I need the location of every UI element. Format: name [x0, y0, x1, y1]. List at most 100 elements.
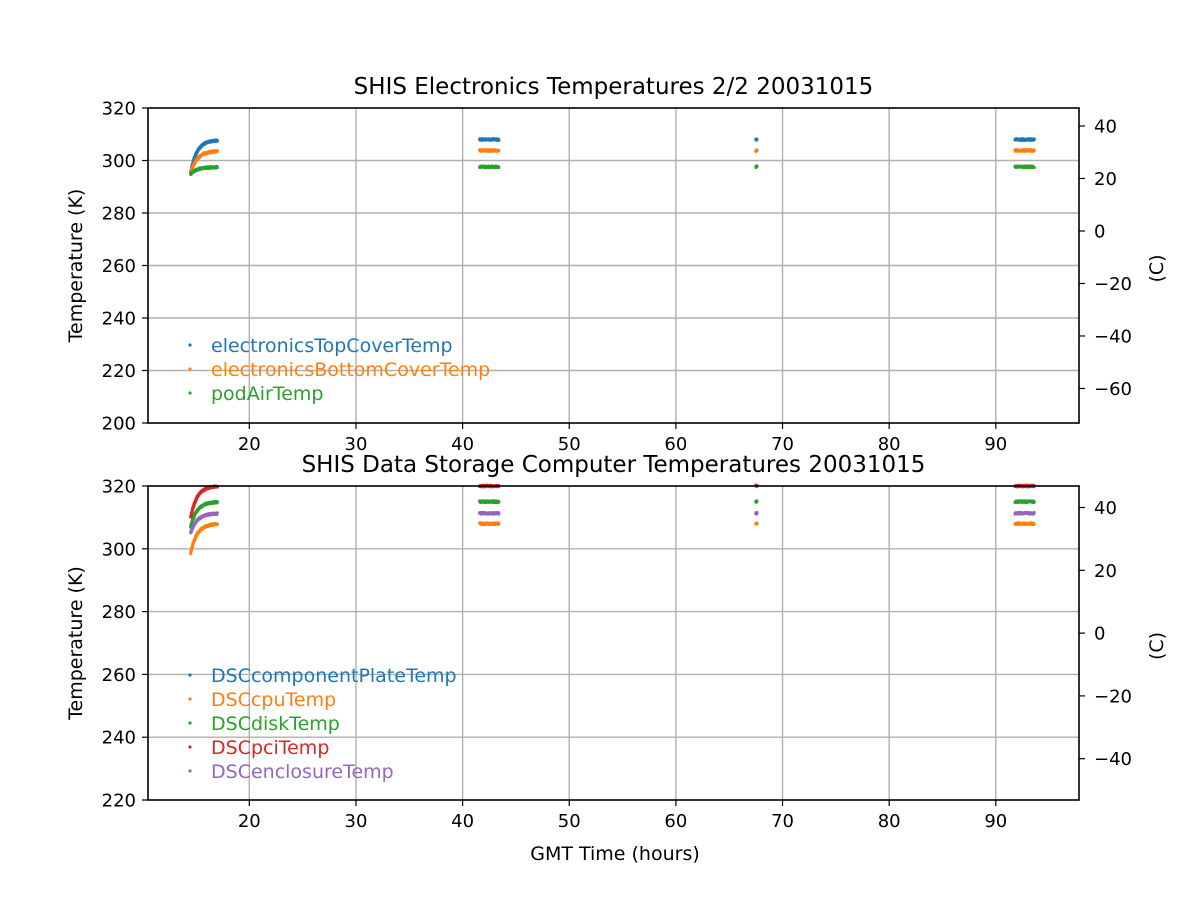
legend-label-ds-cdisk-temp: DSCdiskTemp	[211, 713, 340, 735]
legend-marker	[188, 391, 192, 395]
x-tick-label: 30	[345, 811, 368, 832]
data-point	[755, 499, 759, 503]
data-point	[497, 500, 501, 504]
data-point	[755, 148, 759, 153]
legend-label-ds-cenclosure-temp: DSCenclosureTemp	[211, 761, 394, 783]
legend-marker	[188, 343, 192, 347]
data-point	[1032, 148, 1036, 153]
data-point	[215, 522, 219, 526]
data-point	[215, 511, 219, 515]
x-tick-label: 50	[558, 434, 581, 455]
data-point	[497, 522, 501, 526]
data-point	[1032, 522, 1036, 526]
dsc-temperature-panel: 20 30 40 50 60 70 80 90 220 240 260 280 300 320 40 20 0 −…	[65, 452, 1168, 832]
axes-frame	[147, 485, 1080, 801]
y-tick-label: 280	[102, 204, 136, 225]
legend-marker	[188, 367, 192, 371]
x-tick-label: 50	[558, 811, 581, 832]
y-tick-label: 260	[102, 256, 136, 277]
legend-marker	[188, 769, 192, 773]
legend-label-electronics-bottom-cover-temp: electronicsBottomCoverTemp	[211, 359, 490, 381]
x-tick-label: 20	[238, 434, 261, 455]
data-point	[215, 139, 219, 143]
data-point	[1032, 165, 1036, 170]
x-tick-label: 20	[238, 811, 261, 832]
y2-tick-label: 40	[1094, 116, 1117, 137]
chart-title: SHIS Data Storage Computer Temperatures …	[302, 452, 926, 478]
electronics-temperature-panel: 20 30 40 50 60 70 80 90200220240260280300320402…	[65, 74, 1168, 455]
x-tick-label: 70	[771, 811, 794, 832]
data-point	[497, 512, 501, 516]
x-tick-label: 30	[345, 434, 368, 455]
y-tick-label: 320	[102, 477, 136, 498]
data-point	[1032, 511, 1036, 515]
data-point	[755, 164, 759, 168]
x-tick-label: 60	[664, 811, 687, 832]
y-tick-label: 300	[102, 151, 136, 172]
data-point	[215, 149, 219, 153]
chart-title: SHIS Electronics Temperatures 2/2 200310…	[354, 74, 874, 100]
legend: DSCcomponentPlateTempDSCcpuTempDSCdiskTe…	[188, 665, 457, 783]
y-tick-label: 220	[102, 791, 136, 812]
data-point	[497, 149, 501, 153]
legend-marker	[188, 721, 192, 725]
y-tick-label: 240	[102, 728, 136, 749]
y2-tick-label: −40	[1094, 326, 1132, 347]
y-tick-label: 300	[102, 539, 136, 560]
data-point	[497, 138, 501, 142]
series-ds-cdisk-temp	[189, 499, 1036, 529]
data-point	[755, 522, 759, 526]
y-axis-label: Temperature (K)	[65, 566, 87, 721]
data-point	[1032, 500, 1036, 504]
y2-tick-label: 20	[1094, 561, 1117, 582]
x-tick-label: 60	[664, 434, 687, 455]
legend-marker	[188, 673, 192, 677]
series-ds-ccpu-temp	[189, 521, 1036, 556]
series-pod-air-temp	[189, 164, 1036, 176]
x-tick-label: 90	[984, 434, 1007, 455]
data-point	[1032, 137, 1036, 141]
data-points	[189, 137, 1036, 176]
series-electronics-bottom-cover-temp	[189, 148, 1036, 176]
data-point	[755, 510, 759, 515]
y-tick-label: 200	[102, 414, 136, 435]
y-tick-label: 240	[102, 309, 136, 330]
x-tick-label: 80	[878, 434, 901, 455]
y2-tick-label: 20	[1094, 169, 1117, 190]
x-tick-label: 40	[451, 811, 474, 832]
y2-tick-label: −40	[1094, 749, 1132, 770]
y2-tick-label: −20	[1094, 274, 1132, 295]
legend-label-ds-ccomponent-plate-temp: DSCcomponentPlateTemp	[211, 665, 457, 687]
series-ds-cenclosure-temp	[189, 510, 1036, 535]
data-point	[755, 137, 759, 142]
legend: electronicsTopCoverTempelectronicsBottom…	[188, 335, 490, 405]
data-point	[497, 165, 501, 170]
x-tick-label: 70	[771, 434, 794, 455]
legend-label-pod-air-temp: podAirTemp	[211, 383, 323, 405]
y2-axis-label: (C)	[1146, 254, 1168, 282]
x-tick-label: 90	[984, 811, 1007, 832]
y2-tick-label: −60	[1094, 379, 1132, 400]
legend-label-electronics-top-cover-temp: electronicsTopCoverTemp	[211, 335, 453, 357]
legend-marker	[188, 697, 192, 701]
y2-tick-label: 40	[1094, 498, 1117, 519]
legend-label-ds-cpci-temp: DSCpciTemp	[211, 737, 329, 759]
y-tick-label: 320	[102, 99, 136, 120]
y-tick-label: 260	[102, 665, 136, 686]
y-tick-label: 220	[102, 361, 136, 382]
x-tick-label: 40	[451, 434, 474, 455]
y2-tick-label: 0	[1094, 221, 1105, 242]
y-tick-label: 280	[102, 602, 136, 623]
x-axis-label: GMT Time (hours)	[530, 843, 700, 865]
legend-marker	[188, 745, 192, 749]
y2-tick-label: 0	[1094, 624, 1105, 645]
data-point	[215, 500, 219, 504]
y2-tick-label: −20	[1094, 686, 1132, 707]
x-tick-label: 80	[878, 811, 901, 832]
y-axis-label: Temperature (K)	[65, 189, 87, 344]
y2-axis-label: (C)	[1146, 632, 1168, 660]
legend-label-ds-ccpu-temp: DSCcpuTemp	[211, 689, 336, 711]
